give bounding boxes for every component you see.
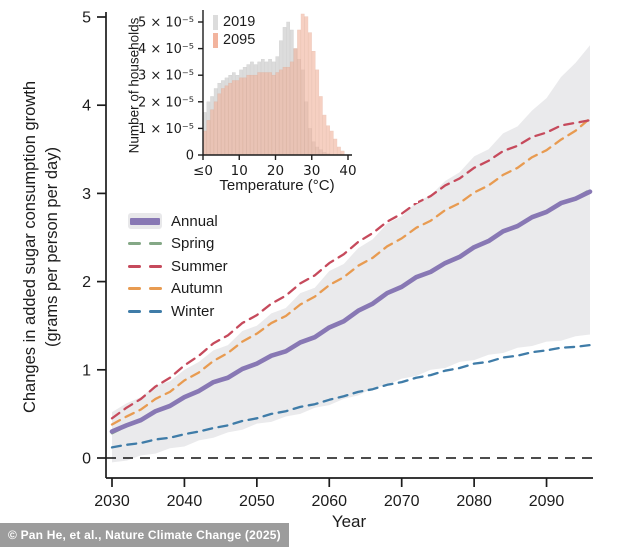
hist-bar-2095 [228,82,233,156]
legend: Annual Spring Summer Autumn Winter [128,210,228,323]
legend-label: Autumn [171,280,223,298]
series-line-annual [109,189,593,434]
x-tick-label: 2060 [311,493,347,510]
inset-x-axis-label: Temperature (°C) [219,177,335,194]
x-tick-label: 2040 [167,493,203,510]
y-axis-label-line2: (grams per person per day) [43,147,61,347]
series-line-autumn [110,117,592,426]
hist-bar-2095 [304,16,309,156]
winter-dash-swatch [128,309,162,313]
hist-bar-2095 [329,130,334,156]
legend-label: Annual [171,212,218,230]
legend-item-spring: Spring [128,233,228,256]
y-tick-label: 5 [82,10,91,27]
series-line-winter [110,343,592,449]
hist-bar-2095 [315,69,320,156]
y-tick-label: 0 [82,451,91,468]
hist-bar-2095 [318,96,323,156]
inset-x-tick-label: 30 [303,163,320,179]
spring-dash-swatch [128,242,162,246]
hist-bar-2095 [221,88,225,156]
2019-swatch [213,14,218,30]
y-tick-label: 4 [82,98,91,115]
hist-bar-2095 [308,32,312,156]
hist-bar-2095 [260,72,265,156]
inset-x-tick-label: 10 [231,163,248,179]
hist-bar-2095 [253,74,258,156]
legend-item-annual: Annual [128,210,228,233]
inset-x-tick-label: ≤0 [193,163,213,179]
hist-bar-2095 [286,66,291,156]
hist-bar-2095 [257,72,262,156]
inset-legend: 2019 2095 [213,13,255,49]
legend-label: Summer [171,257,228,275]
uncertainty-band [112,45,590,463]
hist-bar-2095 [213,101,218,156]
y-axis-label-line1: Changes in added sugar consumption growt… [21,80,39,414]
inset-y-tick-label: 3 × 10⁻⁵ [138,69,194,84]
annual-band-swatch [128,213,162,230]
hist-bar-2095 [300,13,305,156]
inset-y-tick-label: 4 × 10⁻⁵ [138,42,194,57]
inset-x-tick-label: 20 [267,163,284,179]
hist-bar-2095 [210,109,214,156]
hist-bar-2095 [326,125,330,156]
y-tick-label: 1 [82,362,91,379]
x-tick-label: 2080 [456,493,492,510]
legend-item-winter: Winter [128,300,228,323]
inset-y-tick-label: 0 [186,149,194,164]
legend-item-autumn: Autumn [128,278,228,301]
annual-line-swatch [130,217,160,225]
hist-bar-2095 [322,114,327,156]
autumn-dash-swatch [128,287,162,291]
hist-bar-2095 [333,138,338,156]
y-tick-label: 3 [82,186,91,203]
x-axis-label: Year [331,512,367,531]
series-line-summer [110,119,592,420]
summer-dash-swatch [128,264,162,268]
inset-legend-item-2019: 2019 [213,13,255,31]
hist-bar-2095 [235,80,240,156]
hist-bar-2095 [275,72,280,156]
2095-swatch [213,32,218,48]
hist-bar-2095 [224,85,229,156]
hist-bar-2095 [297,29,301,156]
y-tick-label: 2 [82,274,91,291]
hist-bar-2095 [231,80,236,156]
hist-bar-2095 [242,77,247,156]
hist-bar-2095 [268,72,272,156]
y-axis-label: Changes in added sugar consumption growt… [19,7,65,487]
legend-item-summer: Summer [128,255,228,278]
hist-bar-2095 [250,74,254,156]
hist-bar-2095 [293,48,298,156]
inset-y-tick-label: 2 × 10⁻⁵ [138,95,194,110]
inset-legend-label: 2019 [223,14,256,30]
legend-label: Spring [171,235,215,253]
hist-bar-2095 [206,120,211,156]
hist-bar-2095 [311,51,316,156]
x-tick-label: 2070 [384,493,420,510]
inset-y-axis-label: Number of households [126,17,142,154]
hist-bar-2095 [246,74,251,156]
x-tick-label: 2030 [94,493,130,510]
inset-y-tick-label: 5 × 10⁻⁵ [138,16,194,31]
credit-watermark: © Pan He, et al., Nature Climate Change … [0,523,289,547]
legend-label: Winter [171,302,215,320]
hist-bar-2095 [217,93,222,156]
hist-bar-2095 [279,69,283,156]
hist-bar-2095 [337,146,341,156]
x-tick-label: 2090 [529,493,565,510]
hist-bar-2095 [239,77,243,156]
x-tick-label: 2050 [239,493,275,510]
inset-legend-item-2095: 2095 [213,31,255,49]
inset-y-tick-label: 1 × 10⁻⁵ [138,122,194,137]
hist-bar-2095 [264,72,269,156]
inset-legend-label: 2095 [223,32,256,48]
hist-bar-2095 [289,61,294,156]
hist-bar-2095 [282,66,287,156]
hist-bar-2095 [271,74,276,156]
inset-x-tick-label: 40 [339,163,356,179]
